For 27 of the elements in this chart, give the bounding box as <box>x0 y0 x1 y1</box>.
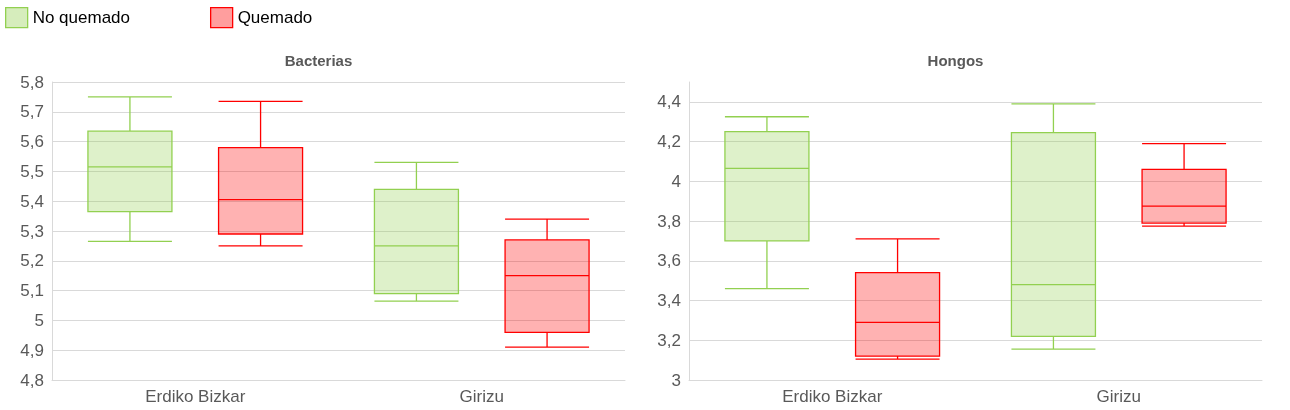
y-tick-label: 5,7 <box>20 102 44 122</box>
y-tick-label: 5,3 <box>20 221 44 241</box>
legend-label: No quemado <box>32 8 130 28</box>
y-tick-label: 4,9 <box>20 340 44 360</box>
y-tick-label: 3,8 <box>657 211 681 231</box>
y-tick-label: 5 <box>34 310 44 330</box>
y-tick-label: 4 <box>671 171 681 191</box>
chart-title: Bacterias <box>284 52 353 69</box>
y-tick-label: 5,8 <box>20 72 44 92</box>
y-tick-label: 5,2 <box>20 251 44 271</box>
x-tick-label: Girizu <box>1096 387 1141 406</box>
y-tick-label: 5,4 <box>20 191 44 211</box>
y-tick-label: 3,6 <box>657 251 681 271</box>
y-tick-label: 3 <box>671 370 681 390</box>
y-tick-label: 4,4 <box>657 92 681 112</box>
y-tick-label: 5,1 <box>20 281 44 301</box>
y-tick-label: 5,5 <box>20 161 44 181</box>
y-tick-label: 3,4 <box>657 291 681 311</box>
x-tick-label: Girizu <box>459 387 504 406</box>
y-tick-label: 3,2 <box>657 330 681 350</box>
y-tick-label: 4,2 <box>657 132 681 152</box>
y-tick-label: 5,6 <box>20 132 44 152</box>
x-tick-label: Erdiko Bizkar <box>782 387 883 406</box>
x-tick-label: Erdiko Bizkar <box>145 387 246 406</box>
legend-label: Quemado <box>237 8 313 28</box>
chart-title: Hongos <box>927 52 984 69</box>
y-tick-label: 4,8 <box>20 370 44 390</box>
